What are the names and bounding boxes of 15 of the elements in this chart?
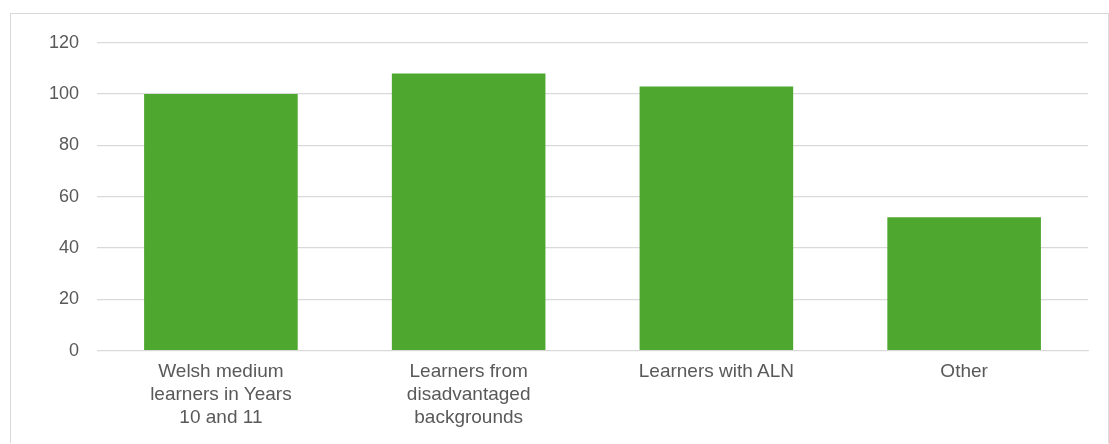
x-tick-label: Learners from disadvantaged backgrounds	[406, 360, 531, 427]
y-tick-label: 120	[48, 31, 80, 52]
bar	[887, 217, 1041, 350]
y-tick-label: 80	[59, 134, 80, 155]
bar	[144, 94, 298, 350]
y-tick-label: 20	[59, 288, 80, 309]
y-tick-label: 40	[59, 236, 80, 257]
x-tick-label: Learners with ALN	[638, 360, 795, 382]
bar	[391, 73, 546, 350]
x-tick-label: Other	[940, 360, 989, 382]
x-tick-label: Welsh medium learners in Years 10 and 11	[150, 360, 292, 427]
y-tick-label: 100	[48, 83, 80, 104]
y-tick-label: 0	[69, 339, 80, 360]
bar	[639, 86, 794, 350]
y-tick-label: 60	[59, 185, 80, 206]
